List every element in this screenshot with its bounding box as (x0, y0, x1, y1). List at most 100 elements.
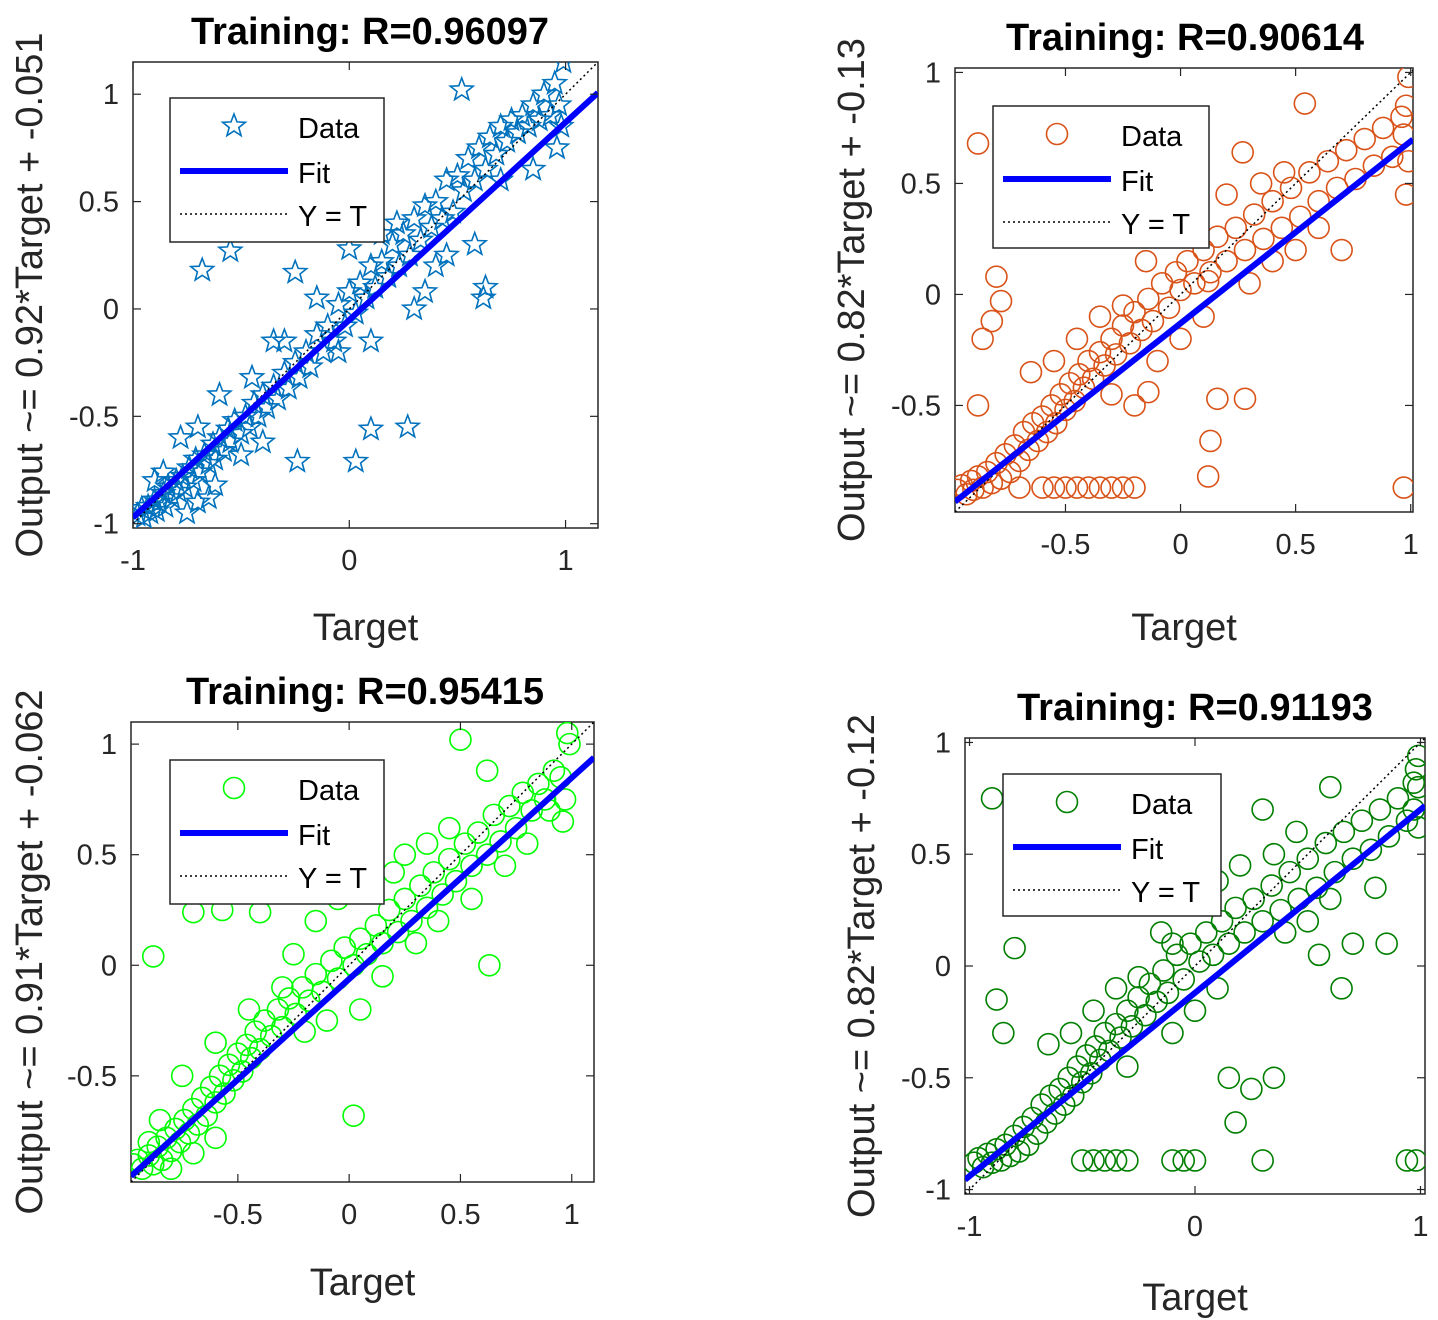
data-point (386, 920, 410, 944)
data-point (1242, 203, 1266, 226)
data-point (1217, 1066, 1241, 1090)
data-point (1061, 1084, 1085, 1107)
data-point (281, 258, 309, 285)
data-point (1293, 92, 1317, 115)
x-tick-label: -1 (120, 545, 146, 577)
legend: Data Fit Y = T (169, 97, 385, 243)
data-point (431, 883, 454, 906)
data-point (1199, 429, 1222, 453)
data-point (504, 118, 532, 145)
data-point (409, 874, 432, 897)
legend-label: Data (1121, 121, 1183, 153)
y-tick-label: -1 (925, 1175, 951, 1207)
x-tick-label: 1 (1403, 529, 1419, 561)
data-point (1233, 238, 1257, 262)
data-point (335, 234, 363, 261)
y-tick-label: -1 (93, 509, 119, 541)
data-point (1330, 238, 1353, 262)
data-point (1183, 1149, 1207, 1172)
data-point (1332, 820, 1356, 844)
data-point (1296, 847, 1320, 871)
data-point (195, 483, 223, 510)
x-tick-label: 0 (341, 545, 357, 577)
y-axis-label: Output ~= 0.82*Target + -0.12 (841, 714, 883, 1218)
data-point (282, 942, 305, 966)
data-point (201, 470, 229, 497)
data-point (1127, 965, 1150, 989)
y-tick-label: 0 (935, 951, 951, 983)
data-point (520, 799, 543, 822)
data-point (1406, 775, 1425, 799)
legend-label: Fit (298, 820, 330, 852)
data-point (1137, 380, 1160, 404)
data-point (980, 309, 1004, 333)
data-point (1157, 296, 1181, 320)
data-point (1141, 309, 1165, 333)
data-point (1395, 809, 1419, 833)
data-point (1272, 161, 1296, 184)
data-point (1196, 269, 1220, 293)
data-point (1233, 387, 1257, 411)
data-point (1146, 349, 1169, 373)
data-point (545, 90, 573, 117)
data-point (536, 101, 564, 128)
data-point (415, 832, 439, 855)
data-point (1100, 383, 1123, 406)
data-point (335, 277, 363, 304)
data-point (1242, 887, 1265, 911)
data-point (1406, 744, 1425, 768)
data-point (1251, 1149, 1274, 1172)
data-point (141, 945, 165, 968)
data-point (415, 896, 439, 920)
data-point (227, 440, 255, 467)
y-tick-label: 0 (925, 279, 941, 311)
legend-label: Y = T (298, 201, 367, 233)
data-point (1118, 331, 1142, 355)
data-point (1392, 476, 1413, 499)
data-point (1238, 272, 1261, 295)
data-point (210, 436, 238, 463)
data-point (1249, 172, 1273, 195)
data-point (1334, 138, 1358, 162)
data-point (1279, 176, 1303, 200)
data-point (1169, 327, 1192, 351)
data-point (1079, 1061, 1103, 1085)
data-point (422, 187, 450, 214)
data-point (1368, 798, 1392, 821)
data-point (1341, 932, 1365, 955)
data-point (994, 1133, 1017, 1157)
data-point (1134, 249, 1158, 273)
data-point (417, 213, 446, 239)
data-point (260, 326, 288, 353)
data-point (213, 1082, 236, 1105)
data-point (148, 1108, 172, 1132)
data-point (433, 241, 461, 267)
data-point (1176, 249, 1199, 273)
data-point (396, 241, 424, 267)
subplot-3: -0.5 0 0.5 1 -0.5 0 0.5 1 Training: R=0.95415 Tar… (9, 671, 595, 1304)
data-point (1123, 394, 1146, 417)
data-point (1224, 1111, 1247, 1134)
data-point (1008, 476, 1031, 499)
data-point (1145, 990, 1168, 1014)
data-point (1093, 1149, 1117, 1172)
data-point (533, 788, 557, 811)
data-point (184, 412, 212, 439)
y-tick-label: -0.5 (901, 1063, 951, 1095)
data-point (179, 466, 208, 493)
data-point (1058, 371, 1082, 395)
data-point (1169, 278, 1192, 302)
y-axis-label: Output ~= 0.82*Target + -0.13 (831, 38, 873, 542)
data-point (131, 1157, 154, 1181)
data-point (504, 816, 528, 840)
data-point (342, 447, 370, 473)
data-point (216, 236, 244, 263)
y-tick-label: 0.5 (911, 839, 951, 871)
data-point (444, 869, 468, 893)
data-point (1003, 936, 1026, 960)
x-tick-label: 1 (1412, 1211, 1428, 1243)
data-point (1233, 921, 1256, 944)
data-point (342, 1104, 365, 1127)
data-point (1042, 476, 1066, 499)
identity-line (131, 722, 594, 1182)
